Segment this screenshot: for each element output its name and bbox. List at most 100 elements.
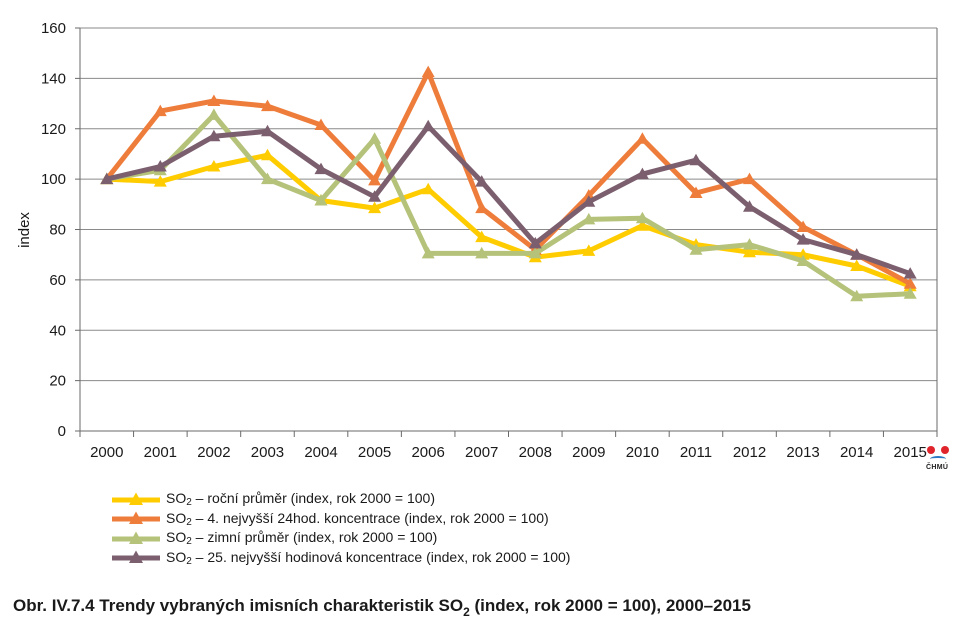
x-tick-label: 2003 <box>251 444 284 461</box>
data-point <box>153 160 167 172</box>
caption-part1: Obr. IV.7.4 Trendy vybraných imisních ch… <box>13 596 464 615</box>
data-point <box>635 219 649 231</box>
data-point <box>207 94 221 106</box>
data-point <box>314 162 328 175</box>
legend-marker <box>129 511 143 525</box>
data-point <box>207 160 221 172</box>
legend-item: SO 2 – zimní průměr (index, rok 2000 = 10… <box>112 528 570 548</box>
data-point <box>689 186 703 198</box>
data-point <box>368 190 382 202</box>
data-point <box>261 99 274 112</box>
data-point <box>903 277 917 289</box>
legend-label: 4. nejvyšší 24hod. koncentrace (index, r… <box>207 509 549 526</box>
y-tick-label: 0 <box>58 423 66 440</box>
x-tick-label: 2009 <box>572 444 605 461</box>
legend-marker <box>129 550 143 564</box>
x-tick-label: 2002 <box>197 444 230 461</box>
data-point <box>689 153 703 166</box>
data-point <box>796 248 810 260</box>
data-point <box>475 246 489 259</box>
data-point <box>743 200 756 212</box>
data-point <box>421 246 435 259</box>
data-point <box>528 246 542 259</box>
series-2 <box>100 65 917 289</box>
legend-swatch <box>112 531 160 544</box>
y-tick-label: 120 <box>41 121 66 138</box>
data-point <box>635 167 649 180</box>
data-point <box>207 108 221 120</box>
series-lines <box>100 65 917 302</box>
y-tick-labels: 0 20 40 60 80 100 120 140 160 <box>41 20 66 440</box>
data-point <box>850 248 864 260</box>
y-tick-label: 20 <box>49 373 66 390</box>
data-point <box>743 172 756 185</box>
legend-sub: 2 <box>186 555 192 567</box>
x-tick-label: 2012 <box>733 444 766 461</box>
x-tick-label: 2001 <box>144 444 177 461</box>
data-point <box>421 119 435 132</box>
data-point <box>314 118 328 130</box>
x-tick-label: 2013 <box>786 444 819 461</box>
series-line <box>106 152 912 289</box>
x-tick-labels: 2000 2001 2002 2003 2004 2005 2006 2007 2008 2009… <box>90 444 927 461</box>
legend-item: SO 2 – 4. nejvyšší 24hod. koncentrace (in… <box>112 509 570 529</box>
series-4 <box>100 119 917 279</box>
legend-sub: 2 <box>186 536 192 547</box>
legend-swatch <box>112 511 160 525</box>
legend-item: SO 2 – roční průměr (index, rok 2000 = 10… <box>112 489 570 509</box>
series-line <box>104 69 912 286</box>
legend-marker <box>129 492 143 505</box>
x-tick-label: 2004 <box>304 444 337 461</box>
x-tick-label: 2008 <box>519 444 552 461</box>
logo-text: ČHMÚ <box>926 464 949 471</box>
data-point <box>421 182 435 195</box>
data-point <box>528 236 542 249</box>
data-point <box>153 104 167 117</box>
data-point <box>314 194 328 206</box>
x-tick-label: 2006 <box>411 444 444 461</box>
data-point <box>153 175 167 187</box>
data-point <box>261 124 274 137</box>
x-tick-label: 2005 <box>358 444 391 461</box>
data-point <box>475 230 489 243</box>
x-tick-label: 2010 <box>626 444 659 461</box>
data-point <box>903 287 917 299</box>
data-point <box>689 243 703 255</box>
y-axis-label: index <box>16 212 33 248</box>
data-point <box>100 172 114 185</box>
data-point <box>582 212 596 225</box>
data-point <box>475 175 489 187</box>
data-point <box>475 201 489 214</box>
legend-swatch <box>112 550 160 564</box>
data-point <box>796 254 810 266</box>
legend-dash: – <box>191 490 208 506</box>
data-point <box>368 173 382 186</box>
y-tick-label: 160 <box>41 20 66 37</box>
legend-prefix: SO <box>166 509 187 526</box>
chmu-logo-icon: ČHMÚ <box>924 444 954 474</box>
legend-item: SO 2 – 25. nejvyšší hodinová koncentrace … <box>112 548 570 568</box>
data-point <box>743 238 756 250</box>
y-tick-label: 140 <box>41 70 66 87</box>
data-point <box>743 245 756 258</box>
x-tick-label: 2007 <box>465 444 498 461</box>
data-point <box>421 65 435 78</box>
data-point <box>368 132 382 144</box>
data-point <box>850 259 864 271</box>
legend-swatch <box>112 492 160 505</box>
data-point <box>796 220 810 232</box>
legend-dash: – <box>191 509 208 526</box>
x-tick-label: 2000 <box>90 444 123 461</box>
legend-label: 25. nejvyšší hodinová koncentrace (index… <box>207 548 571 565</box>
legend-prefix: SO <box>166 548 187 565</box>
data-point <box>207 129 221 142</box>
data-point <box>368 201 382 214</box>
data-point <box>903 267 917 279</box>
legend-sub: 2 <box>186 516 192 528</box>
caption-part2: (index, rok 2000 = 100), 2000–2015 <box>469 596 751 615</box>
data-point <box>796 233 810 245</box>
series-line <box>106 112 911 299</box>
data-point <box>635 132 649 144</box>
caption-sub: 2 <box>463 605 470 619</box>
